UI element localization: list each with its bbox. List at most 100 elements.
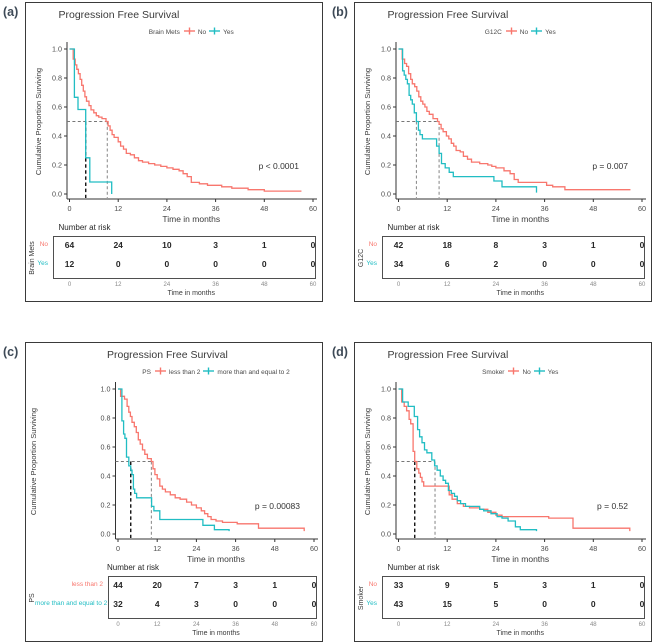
risk-axis-label: Time in months [496,290,545,297]
p-value: p < 0.0001 [259,161,300,171]
y-tick-label: 0.4 [101,472,111,481]
p-value: p = 0.52 [597,501,628,511]
y-tick-label: 1.0 [52,45,62,54]
x-tick-label: 12 [443,204,451,213]
legend-entry-label: No [197,28,207,36]
x-tick-label: 36 [232,544,240,553]
legend-entry-label: No [522,368,531,376]
legend-entry-label: Yes [545,28,556,36]
y-tick-label: 0.4 [381,472,391,481]
x-tick-label: 12 [153,544,161,553]
risk-axis-label: Time in months [496,630,545,637]
km-plot-svg: 1.0 0.8 0.6 0.4 0.2 0.0 0 12 24 36 48 60 Time in mon… [101,382,318,564]
x-tick-label: 0 [68,204,72,213]
legend-key-icon [505,27,517,37]
x-tick-label: 48 [589,544,597,553]
legend-key-icon [531,27,543,37]
legend-key-icon [183,27,195,37]
x-tick-label: 24 [492,544,500,553]
x-tick-label: 60 [309,204,317,213]
risk-table-title: Number at risk [58,223,111,232]
risk-axis-label: Time in months [167,290,216,297]
x-tick-label: 0 [116,544,120,553]
y-tick-label: 0.4 [381,132,391,141]
y-tick-label: 1.0 [381,385,391,394]
km-curve-less-than-2 [118,388,305,532]
x-axis-label: Time in months [187,554,245,564]
x-tick-label: 36 [212,204,220,213]
risk-group-label: Brain Mets [29,241,36,275]
legend-key-icon [533,367,545,377]
y-tick-label: 0.0 [381,530,391,539]
y-tick-label: 1.0 [381,45,391,54]
legend-strata-label: PS [142,368,151,376]
y-tick-label: 0.2 [52,161,62,170]
legend-items: No Yes [183,27,234,37]
x-tick-label: 60 [638,544,646,553]
plot-legend: PS less than 2 more than and equal to 2 [94,367,338,377]
y-tick-label: 0.6 [381,103,391,112]
legend-key-icon [209,27,221,37]
y-tick-label: 0.8 [381,74,391,83]
plot-legend: G12C No Yes [375,27,659,37]
x-tick-label: 24 [163,204,171,213]
x-tick-label: 36 [541,204,549,213]
km-plot-svg: 1.0 0.8 0.6 0.4 0.2 0.0 0 12 24 36 48 60 Time in mon… [381,382,646,564]
km-curve-more-than-and-equal-to-2 [118,388,230,532]
legend-entry-label: Yes [223,28,234,36]
x-tick-label: 48 [589,204,597,213]
x-tick-label: 60 [638,204,646,213]
km-curve-yes [398,48,538,193]
panel-letter-c: (c) [3,345,19,359]
x-tick-label: 60 [310,544,318,553]
risk-group-label: G12C [358,248,365,268]
x-tick-label: 12 [114,204,122,213]
panel-d: Progression Free Survival Smoker No Yes C… [354,342,652,642]
x-tick-label: 24 [492,204,500,213]
km-curve-no [398,388,631,532]
risk-table-title: Number at risk [107,563,160,572]
legend-entry-label: Yes [547,368,559,376]
y-tick-label: 0.2 [381,501,391,510]
risk-table-title: Number at risk [387,563,440,572]
plot-legend: Smoker No Yes [375,367,659,377]
panel-a: Progression Free Survival Brain Mets No Y… [25,2,323,302]
x-tick-label: 48 [260,204,268,213]
p-value: p = 0.00083 [255,501,300,511]
y-tick-label: 0.6 [381,443,391,452]
panel-letter-b: (b) [332,5,348,19]
y-tick-label: 0.8 [101,414,111,423]
x-axis-label: Time in months [491,554,549,564]
y-tick-label: 0.2 [101,501,111,510]
x-tick-label: 24 [192,544,200,553]
plot-title: Progression Free Survival [58,9,180,21]
legend-items: No Yes [505,27,556,37]
km-plot-svg: 1.0 0.8 0.6 0.4 0.2 0.0 0 12 24 36 48 60 Time in mon… [381,42,646,224]
x-tick-label: 12 [443,544,451,553]
risk-group-label: PS [29,593,36,603]
panel-letter-d: (d) [332,345,348,359]
legend-key-icon [203,367,215,377]
x-tick-label: 0 [397,204,401,213]
plot-legend: Brain Mets No Yes [46,27,338,37]
panel-b: Progression Free Survival G12C No Yes Cum… [354,2,652,302]
km-plot-svg: 1.0 0.8 0.6 0.4 0.2 0.0 0 12 24 36 48 60 Time in mon… [52,42,317,224]
y-tick-label: 0.6 [52,103,62,112]
plot-title: Progression Free Survival [107,349,228,361]
y-tick-label: 0.4 [52,132,62,141]
legend-strata-label: Brain Mets [148,28,180,36]
legend-strata-label: Smoker [482,368,505,376]
legend-key-icon [508,367,520,377]
y-tick-label: 0.8 [381,414,391,423]
legend-entry-label: No [519,28,529,36]
risk-table-title: Number at risk [387,223,440,232]
legend-items: less than 2 more than and equal to 2 [154,367,290,377]
y-tick-label: 0.0 [52,190,62,199]
legend-entry-label: more than and equal to 2 [217,368,290,376]
plot-title: Progression Free Survival [387,349,509,361]
legend-entry-label: less than 2 [168,368,201,376]
y-tick-label: 0.2 [381,161,391,170]
legend-strata-label: G12C [484,28,502,36]
panel-c: Progression Free Survival PS less than 2… [25,342,323,642]
